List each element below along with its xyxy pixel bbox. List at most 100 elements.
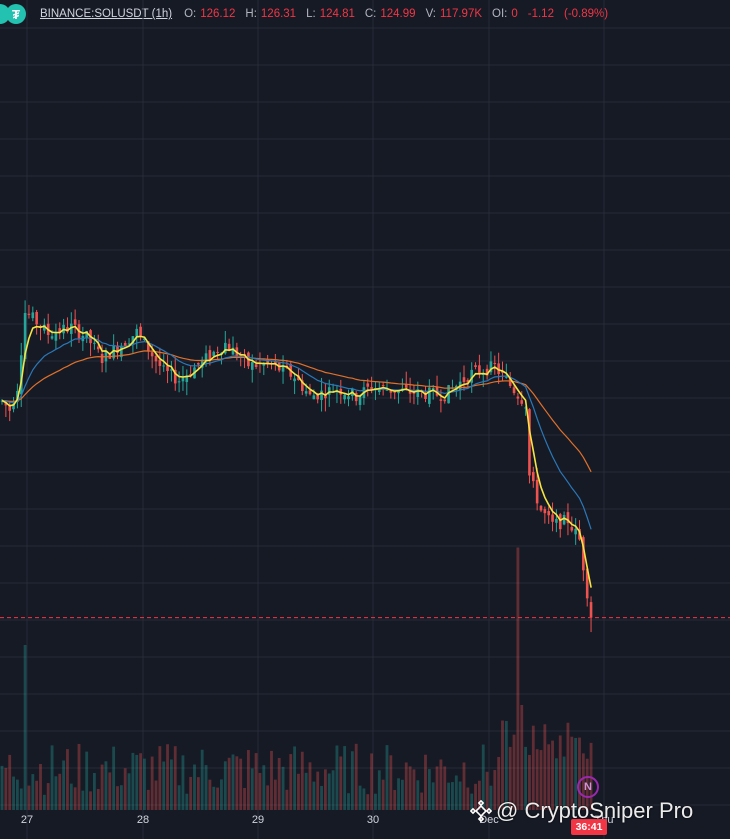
volume-bar <box>350 751 354 810</box>
volume-bar <box>558 735 562 810</box>
candle-body <box>70 323 73 334</box>
candle-body <box>262 363 266 366</box>
volume-bar <box>150 756 154 810</box>
candle-body <box>397 390 400 394</box>
volume-bar <box>470 793 474 810</box>
volume-bar <box>551 740 554 810</box>
volume-bar <box>258 773 262 810</box>
candle-body <box>116 345 119 353</box>
volume-bar <box>131 752 135 810</box>
candle-body <box>582 537 585 571</box>
candle-body <box>389 390 393 393</box>
volume-bar <box>27 785 31 810</box>
volume-bar <box>146 789 150 810</box>
volume-bar <box>528 754 531 810</box>
volume-bar <box>4 767 8 810</box>
tether-icon[interactable]: ₮ <box>6 4 26 24</box>
volume-bar <box>173 746 177 810</box>
volume-bar <box>404 762 408 810</box>
volume-bar <box>93 772 96 810</box>
volume-bar <box>112 746 116 810</box>
candle-body <box>204 353 208 362</box>
candle-body <box>366 383 370 387</box>
candle-body <box>524 407 527 409</box>
candle-body <box>558 514 562 530</box>
cached-icon[interactable] <box>0 4 10 24</box>
candle-body <box>227 343 231 351</box>
candle-body <box>58 328 62 333</box>
volume-bar <box>247 750 250 810</box>
volume-bar <box>127 773 131 810</box>
volume-bar <box>512 734 516 810</box>
candle-body <box>250 362 254 370</box>
candle-body <box>505 376 508 378</box>
volume-bar <box>166 744 169 810</box>
candle-body <box>100 353 104 364</box>
volume-bar <box>223 761 227 810</box>
candle-body <box>154 356 158 362</box>
volume-bar <box>235 756 239 810</box>
volume-bar <box>31 774 35 810</box>
volume-bar <box>381 779 385 810</box>
candle-body <box>73 319 77 325</box>
volume-bar <box>66 749 69 810</box>
volume-bar <box>16 779 19 810</box>
volume-bar <box>185 793 189 810</box>
candle-body <box>497 363 500 375</box>
volume-bar <box>277 758 281 810</box>
candle-body <box>254 364 258 367</box>
symbol-title[interactable]: BINANCE:SOLUSDT (1h) <box>40 8 173 20</box>
candle-body <box>177 381 181 383</box>
volume-bar <box>304 772 308 810</box>
volume-bar <box>331 770 335 810</box>
candle-body <box>23 312 27 360</box>
candle-body <box>150 352 154 357</box>
volume-bar <box>8 754 12 810</box>
candle-body <box>443 399 447 402</box>
volume-bar <box>208 779 212 810</box>
volume-bar <box>374 793 377 810</box>
x-tick-label: 27 <box>21 814 33 826</box>
volume-bar <box>162 761 166 810</box>
volume-bar <box>312 781 316 810</box>
x-tick-label: 29 <box>252 814 264 826</box>
x-tick-label: Dec <box>479 814 499 826</box>
volume-bar <box>385 745 389 810</box>
volume-bar <box>193 764 196 810</box>
candle-body <box>489 361 493 373</box>
candle-body <box>293 378 296 382</box>
x-tick-label: 30 <box>367 814 379 826</box>
high-label: H: <box>245 8 257 20</box>
candle-body <box>123 342 127 346</box>
volume-bar <box>474 783 477 810</box>
volume-bar <box>354 743 358 810</box>
volume-bar <box>566 722 570 810</box>
volume-bar <box>578 737 581 810</box>
volume-bar <box>481 744 485 810</box>
volume-bar <box>377 770 381 810</box>
watermark-text: @ CryptoSniper Pro <box>496 798 694 823</box>
ma-slow-line <box>1 350 592 473</box>
low-value: 124.81 <box>319 8 355 20</box>
candle-body <box>31 312 35 319</box>
candle-body <box>135 328 139 337</box>
volume-bar <box>239 758 243 810</box>
volume-bar <box>231 754 235 810</box>
volume-bar <box>485 771 489 810</box>
ma-mid-line <box>1 337 592 530</box>
candle-body <box>224 342 227 354</box>
volume-bar <box>454 775 458 810</box>
news-marker[interactable]: N <box>577 776 599 798</box>
volume-bar <box>196 777 200 810</box>
volume-bar <box>497 756 501 810</box>
volume-bar <box>447 782 450 810</box>
volume-bar <box>543 724 547 810</box>
candle-body <box>281 365 285 372</box>
high-value: 126.31 <box>260 8 297 20</box>
candle-body <box>404 383 408 388</box>
candle-body <box>485 368 489 376</box>
volume-bar <box>493 770 497 810</box>
candle-body <box>493 362 497 365</box>
